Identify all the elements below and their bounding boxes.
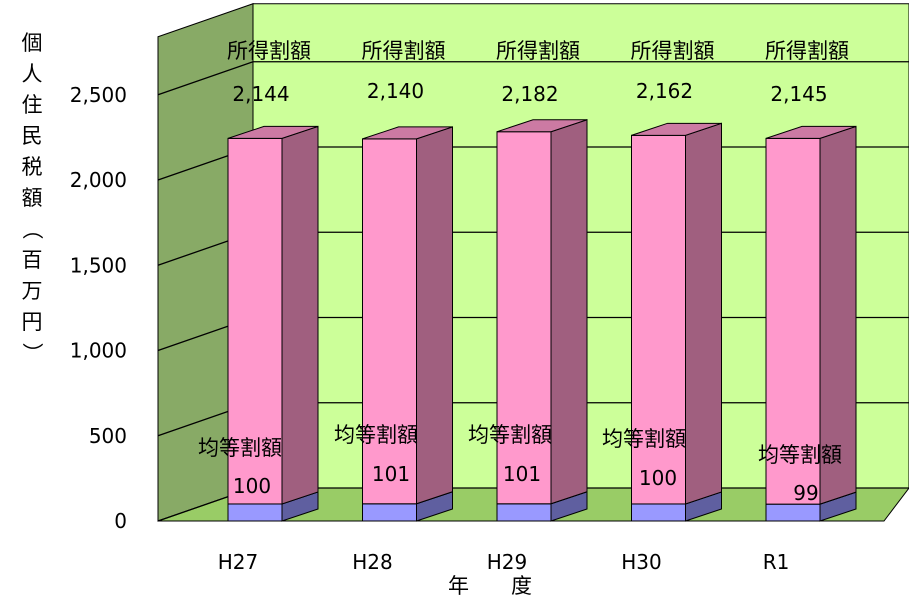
y-tick-label: 500 — [89, 424, 127, 448]
bar-segment-均等割額-front — [227, 503, 283, 522]
data-label: 2,144 — [232, 82, 289, 106]
bars — [227, 119, 857, 522]
y-axis-title-char: 万 — [22, 279, 43, 303]
bar-segment-所得割額 — [362, 126, 453, 505]
bar-segment-均等割額-front — [496, 503, 552, 522]
data-label: 2,182 — [501, 82, 558, 106]
data-label: 2,162 — [636, 79, 693, 103]
y-tick-label: 2,000 — [70, 168, 127, 192]
bar-segment-所得割額-top — [765, 125, 857, 139]
x-tick-label: H27 — [218, 550, 259, 574]
series-label: 均等割額 — [602, 427, 686, 451]
y-axis-title-char: ） — [20, 343, 44, 364]
bar-segment-所得割額-front — [631, 134, 686, 505]
bar-segment-所得割額 — [227, 125, 319, 505]
series-label: 所得割額 — [631, 39, 715, 63]
data-label: 101 — [372, 462, 410, 486]
series-label: 均等割額 — [334, 423, 418, 447]
bar-segment-所得割額-side — [416, 126, 453, 505]
x-axis-title: 年 度 — [448, 574, 532, 598]
y-axis-title-char: 民 — [22, 124, 43, 148]
gridline — [157, 61, 909, 96]
y-tick-label: 1,500 — [70, 253, 127, 277]
series-label: 均等割額 — [198, 436, 282, 460]
bar-segment-所得割額-top — [496, 119, 588, 133]
bar-segment-所得割額 — [631, 122, 722, 505]
series-label: 均等割額 — [758, 443, 842, 467]
y-axis-title-char: 額 — [22, 186, 43, 210]
y-axis-title-char: 個 — [22, 31, 43, 55]
data-labels: 所得割額 2,144 均等割額 100 所得割額 2,140 均等割額 101 所得割額 2,18… — [198, 39, 849, 505]
y-axis-title-char: （ — [20, 219, 44, 240]
x-tick-label: H30 — [621, 550, 662, 574]
bar-segment-所得割額-side — [550, 119, 588, 505]
y-axis-title-char: 円 — [22, 310, 43, 334]
bar-segment-均等割額-front — [765, 503, 821, 522]
series-label: 均等割額 — [468, 423, 552, 447]
y-axis-title-char: 住 — [22, 93, 43, 117]
series-label: 所得割額 — [496, 39, 580, 63]
data-label: 100 — [639, 466, 677, 490]
y-tick-label: 1,000 — [70, 339, 127, 363]
series-label: 所得割額 — [362, 39, 446, 63]
bar-segment-所得割額-side — [281, 125, 319, 505]
bar-segment-所得割額-front — [765, 137, 821, 505]
y-tick-label: 2,500 — [70, 83, 127, 107]
bar-segment-所得割額-top — [227, 125, 319, 139]
y-axis-title-char: 百 — [22, 248, 43, 272]
data-label: 101 — [503, 462, 541, 486]
bar-segment-所得割額-top — [631, 122, 722, 136]
data-label: 100 — [233, 474, 271, 498]
x-tick-label: H29 — [487, 550, 528, 574]
data-label: 2,145 — [770, 82, 827, 106]
y-axis-title-char: 税 — [22, 155, 43, 179]
bar-segment-所得割額-front — [227, 137, 283, 505]
bar-segment-所得割額-top — [362, 126, 453, 140]
data-label: 99 — [793, 481, 818, 505]
axes: 0 500 1,000 1,500 2,000 2,500 H27 H28 H29 H30 R1 個人… — [20, 31, 789, 598]
bar-segment-均等割額-front — [631, 503, 686, 522]
bar-segment-均等割額-front — [362, 503, 417, 522]
bar-segment-所得割額 — [496, 119, 588, 505]
y-tick-label: 0 — [114, 509, 127, 533]
x-tick-label: H28 — [352, 550, 393, 574]
bar-segment-所得割額-front — [496, 131, 552, 505]
bar-segment-所得割額-front — [362, 138, 417, 505]
data-label: 2,140 — [367, 79, 424, 103]
series-label: 所得割額 — [227, 39, 311, 63]
y-axis-title-char: 人 — [22, 62, 43, 86]
x-tick-label: R1 — [763, 550, 790, 574]
series-label: 所得割額 — [765, 39, 849, 63]
bar-segment-所得割額 — [765, 125, 857, 505]
bar-segment-所得割額-side — [685, 122, 722, 505]
